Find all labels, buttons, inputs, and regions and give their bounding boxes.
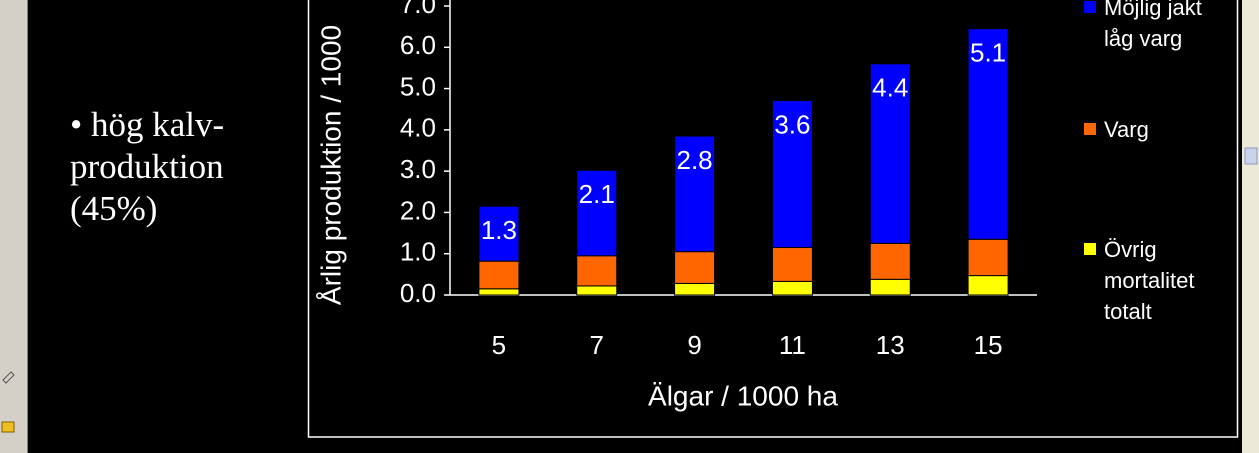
- y-tick-label: 5.0: [400, 71, 436, 101]
- bullet-line: (45%): [70, 189, 158, 228]
- y-axis-title: Årlig produktion / 1000: [315, 25, 346, 305]
- legend-swatch: [1084, 123, 1096, 135]
- clip-icon[interactable]: [2, 371, 15, 384]
- bar-segment: [674, 282, 716, 296]
- legend-label: Möjlig jakt låg varg: [1104, 0, 1202, 51]
- bar-value-label: 2.1: [579, 179, 615, 209]
- x-tick-label: 11: [779, 330, 806, 360]
- legend-swatch: [1084, 243, 1096, 255]
- x-tick-label: 7: [590, 330, 604, 360]
- y-tick-label: 3.0: [400, 154, 436, 184]
- bullet-line: • hög kalv-: [70, 105, 225, 144]
- bar-value-label: 1.3: [481, 215, 517, 245]
- bar-segment: [674, 135, 716, 253]
- bar-segment: [967, 275, 1009, 296]
- bar-segment: [771, 100, 813, 249]
- comment-icon[interactable]: [1, 421, 15, 433]
- chart-frame: [307, 0, 1239, 438]
- bar-segment: [771, 247, 813, 282]
- bar-segment: [967, 28, 1009, 240]
- bar-value-label: 2.8: [677, 145, 713, 175]
- y-tick-label: 4.0: [400, 113, 436, 143]
- bullet-line: produktion: [70, 147, 224, 186]
- legend-label: Övrig mortalitet totalt: [1104, 237, 1195, 324]
- bar-segment: [674, 251, 716, 284]
- legend-item: Övrig mortalitet totalt: [1084, 234, 1214, 327]
- legend-swatch: [1084, 1, 1096, 13]
- scroll-thumb[interactable]: [1244, 147, 1258, 165]
- scrollbar[interactable]: [1242, 0, 1259, 453]
- y-tick-label: 6.0: [400, 30, 436, 60]
- x-tick-label: 5: [492, 330, 506, 360]
- side-panel-edge: [27, 0, 28, 453]
- y-tick-label: 1.0: [400, 237, 436, 267]
- x-axis-title: Älgar / 1000 ha: [648, 380, 838, 411]
- bar-segment: [478, 205, 520, 262]
- bar-segment: [869, 63, 911, 244]
- bar-segment: [869, 242, 911, 280]
- bar-segment: [576, 169, 618, 257]
- y-tick-label: 7.0: [400, 0, 436, 19]
- bar-value-label: 3.6: [774, 109, 810, 139]
- bar-value-label: 4.4: [872, 73, 908, 103]
- y-tick-label: 0.0: [400, 278, 436, 308]
- bar-segment: [478, 260, 520, 290]
- x-tick-label: 15: [974, 330, 1003, 360]
- bar-segment: [576, 255, 618, 287]
- legend-item: Möjlig jakt låg varg: [1084, 0, 1214, 54]
- legend-label: Varg: [1104, 117, 1149, 142]
- bar-segment: [967, 238, 1009, 277]
- bar-segment: [771, 280, 813, 296]
- bar-segment: [869, 278, 911, 296]
- x-tick-label: 13: [876, 330, 905, 360]
- y-tick-label: 2.0: [400, 195, 436, 225]
- bullet-text: • hög kalv-produktion (45%): [70, 104, 224, 230]
- bar-value-label: 5.1: [970, 38, 1006, 68]
- bar-segment: [576, 285, 618, 296]
- bar-segment: [478, 288, 520, 296]
- x-tick-label: 9: [687, 330, 701, 360]
- legend-item: Varg: [1084, 114, 1214, 145]
- side-panel: [0, 0, 28, 453]
